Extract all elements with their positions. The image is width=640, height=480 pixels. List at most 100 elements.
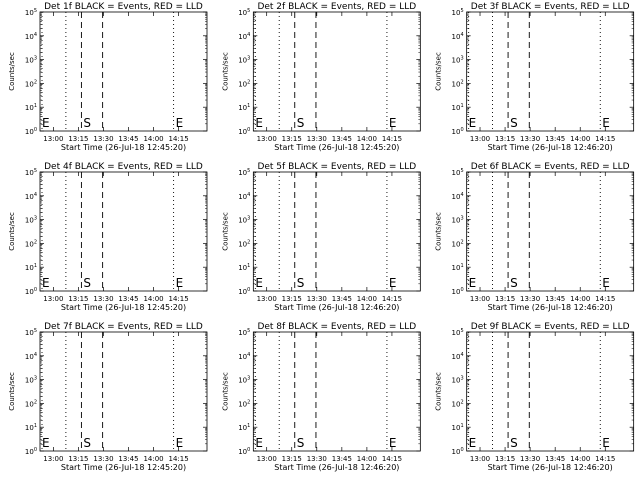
start-marker: S (83, 276, 91, 290)
plot-frame (252, 331, 421, 452)
x-tick-label: 14:15 (169, 135, 189, 143)
y-tick-label: 104 (238, 192, 250, 201)
plot-frame (466, 11, 635, 132)
x-tick-label: 13:30 (307, 135, 327, 143)
left-end-marker: E (469, 116, 477, 130)
y-tick-label: 105 (25, 168, 37, 177)
x-tick-label: 14:15 (382, 135, 402, 143)
x-axis-label: Start Time (26-Jul-18 12:46:20) (488, 303, 613, 312)
y-tick-label: 100 (238, 447, 250, 456)
x-tick-label: 13:45 (118, 455, 138, 463)
x-tick-label: 13:30 (93, 295, 113, 303)
y-tick-label: 105 (25, 328, 37, 337)
y-axis-label: Counts/sec (221, 212, 229, 251)
start-marker: S (297, 276, 305, 290)
x-tick-label: 13:30 (520, 295, 540, 303)
chart-title: Det 1f BLACK = Events, RED = LLD (44, 2, 203, 12)
y-tick-label: 103 (25, 56, 37, 65)
x-tick-label: 13:30 (520, 135, 540, 143)
y-tick-label: 105 (452, 8, 464, 17)
y-tick-label: 105 (452, 168, 464, 177)
y-tick-label: 101 (25, 263, 37, 272)
chart-title: Det 5f BLACK = Events, RED = LLD (257, 162, 416, 172)
x-tick-label: 13:15 (495, 455, 515, 463)
x-axis-label: Start Time (26-Jul-18 12:45:20) (61, 143, 186, 152)
y-tick-label: 104 (25, 32, 37, 41)
x-tick-label: 13:45 (118, 295, 138, 303)
x-tick-label: 14:15 (595, 135, 615, 143)
y-tick-label: 103 (25, 376, 37, 385)
x-tick-label: 13:30 (93, 135, 113, 143)
y-tick-label: 102 (25, 399, 37, 408)
plot-frame (466, 331, 635, 452)
x-tick-label: 14:00 (143, 455, 163, 463)
x-tick-label: 13:00 (470, 455, 490, 463)
y-tick-label: 100 (452, 127, 464, 136)
x-tick-label: 13:15 (68, 135, 88, 143)
x-tick-label: 13:45 (332, 135, 352, 143)
end-marker: E (176, 436, 184, 450)
end-marker: E (602, 436, 610, 450)
start-marker: S (83, 436, 91, 450)
x-tick-label: 14:15 (169, 295, 189, 303)
x-tick-label: 14:00 (143, 135, 163, 143)
detector-panel: Det 5f BLACK = Events, RED = LLD 100 101 10… (221, 162, 421, 312)
y-tick-label: 101 (238, 103, 250, 112)
y-tick-label: 104 (452, 32, 464, 41)
x-tick-label: 14:00 (357, 295, 377, 303)
left-end-marker: E (255, 276, 263, 290)
y-axis-label: Counts/sec (435, 52, 443, 91)
detector-panel: Det 2f BLACK = Events, RED = LLD 100 101 10… (221, 2, 421, 152)
x-tick-label: 13:15 (68, 455, 88, 463)
x-tick-label: 13:30 (93, 455, 113, 463)
y-tick-label: 104 (452, 192, 464, 201)
end-marker: E (389, 436, 397, 450)
y-tick-label: 104 (25, 192, 37, 201)
y-tick-label: 100 (238, 287, 250, 296)
left-end-marker: E (255, 116, 263, 130)
start-marker: S (510, 116, 518, 130)
x-axis-label: Start Time (26-Jul-18 12:45:20) (61, 463, 186, 472)
y-tick-label: 103 (238, 216, 250, 225)
start-marker: S (83, 116, 91, 130)
x-tick-label: 14:00 (570, 295, 590, 303)
y-tick-label: 105 (238, 328, 250, 337)
y-tick-label: 103 (238, 56, 250, 65)
x-axis-label: Start Time (26-Jul-18 12:46:20) (488, 463, 613, 472)
x-axis-label: Start Time (26-Jul-18 12:46:20) (274, 303, 399, 312)
chart-title: Det 2f BLACK = Events, RED = LLD (257, 2, 416, 12)
detector-panel: Det 3f BLACK = Events, RED = LLD 100 101 10… (435, 2, 635, 152)
chart-title: Det 6f BLACK = Events, RED = LLD (471, 162, 630, 172)
x-tick-label: 14:00 (357, 135, 377, 143)
start-marker: S (510, 276, 518, 290)
x-tick-label: 13:15 (68, 295, 88, 303)
detector-panel: Det 6f BLACK = Events, RED = LLD 100 101 10… (435, 162, 635, 312)
y-axis-label: Counts/sec (8, 212, 16, 251)
y-tick-label: 100 (25, 447, 37, 456)
y-tick-label: 100 (25, 127, 37, 136)
detector-panel: Det 7f BLACK = Events, RED = LLD 100 101 10… (8, 322, 208, 472)
left-end-marker: E (469, 436, 477, 450)
y-tick-label: 105 (238, 8, 250, 17)
detector-panel: Det 9f BLACK = Events, RED = LLD 100 101 10… (435, 322, 635, 472)
y-tick-label: 100 (452, 287, 464, 296)
end-marker: E (602, 276, 610, 290)
x-tick-label: 13:15 (282, 295, 302, 303)
chart-title: Det 7f BLACK = Events, RED = LLD (44, 322, 203, 332)
chart-title: Det 4f BLACK = Events, RED = LLD (44, 162, 203, 172)
x-tick-label: 13:15 (282, 135, 302, 143)
y-tick-label: 102 (25, 239, 37, 248)
x-tick-label: 13:15 (282, 455, 302, 463)
y-tick-label: 105 (452, 328, 464, 337)
chart-title: Det 3f BLACK = Events, RED = LLD (471, 2, 630, 12)
end-marker: E (389, 276, 397, 290)
x-tick-label: 14:15 (595, 455, 615, 463)
y-tick-label: 100 (238, 127, 250, 136)
left-end-marker: E (42, 276, 50, 290)
y-tick-label: 104 (25, 352, 37, 361)
x-tick-label: 13:00 (43, 135, 63, 143)
y-tick-label: 101 (25, 103, 37, 112)
y-tick-label: 100 (452, 447, 464, 456)
x-tick-label: 14:15 (595, 295, 615, 303)
